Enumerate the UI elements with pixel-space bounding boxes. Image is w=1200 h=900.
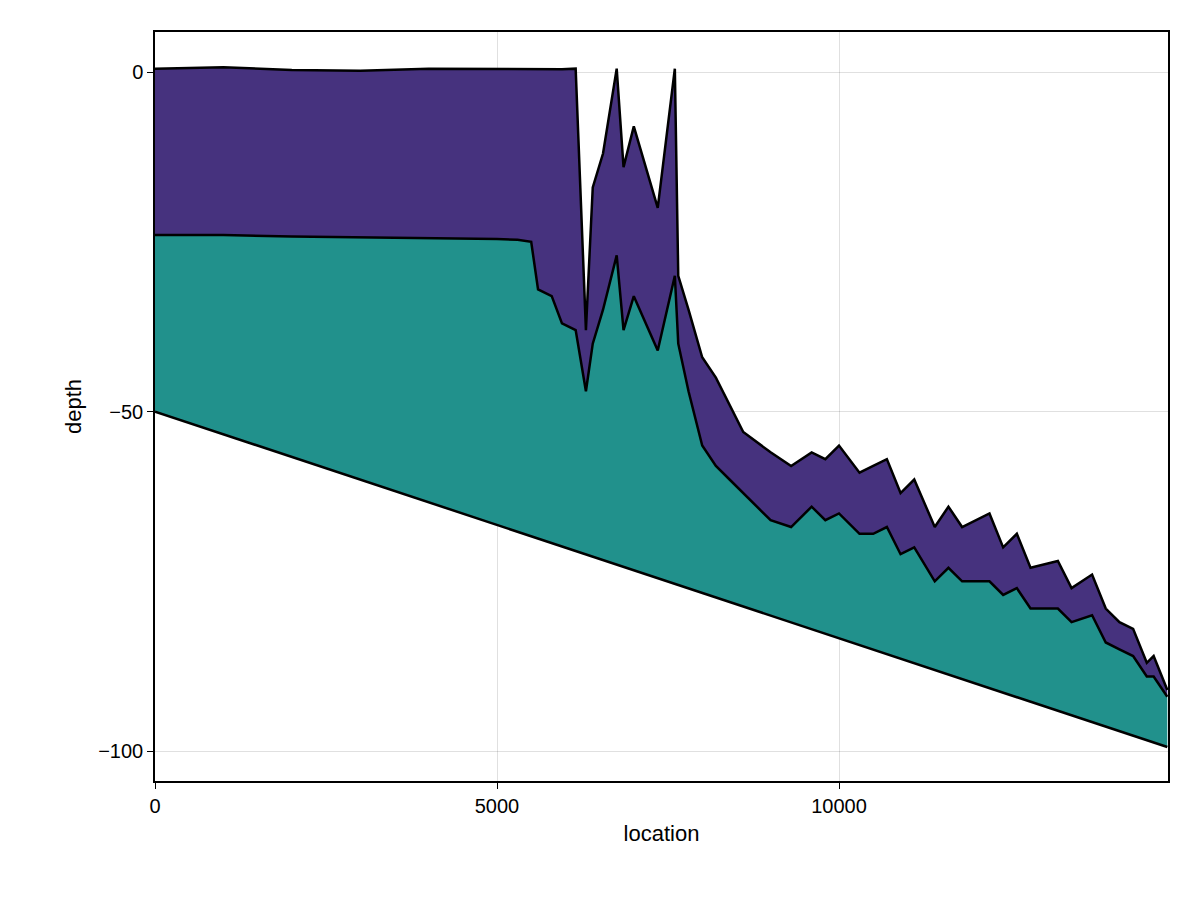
- svg-text:−50: −50: [109, 401, 143, 423]
- svg-text:10000: 10000: [811, 795, 867, 817]
- svg-text:−100: −100: [98, 740, 143, 762]
- svg-text:0: 0: [149, 795, 160, 817]
- svg-text:depth: depth: [61, 379, 86, 434]
- svg-text:0: 0: [132, 61, 143, 83]
- svg-text:location: location: [624, 821, 700, 846]
- svg-text:5000: 5000: [475, 795, 520, 817]
